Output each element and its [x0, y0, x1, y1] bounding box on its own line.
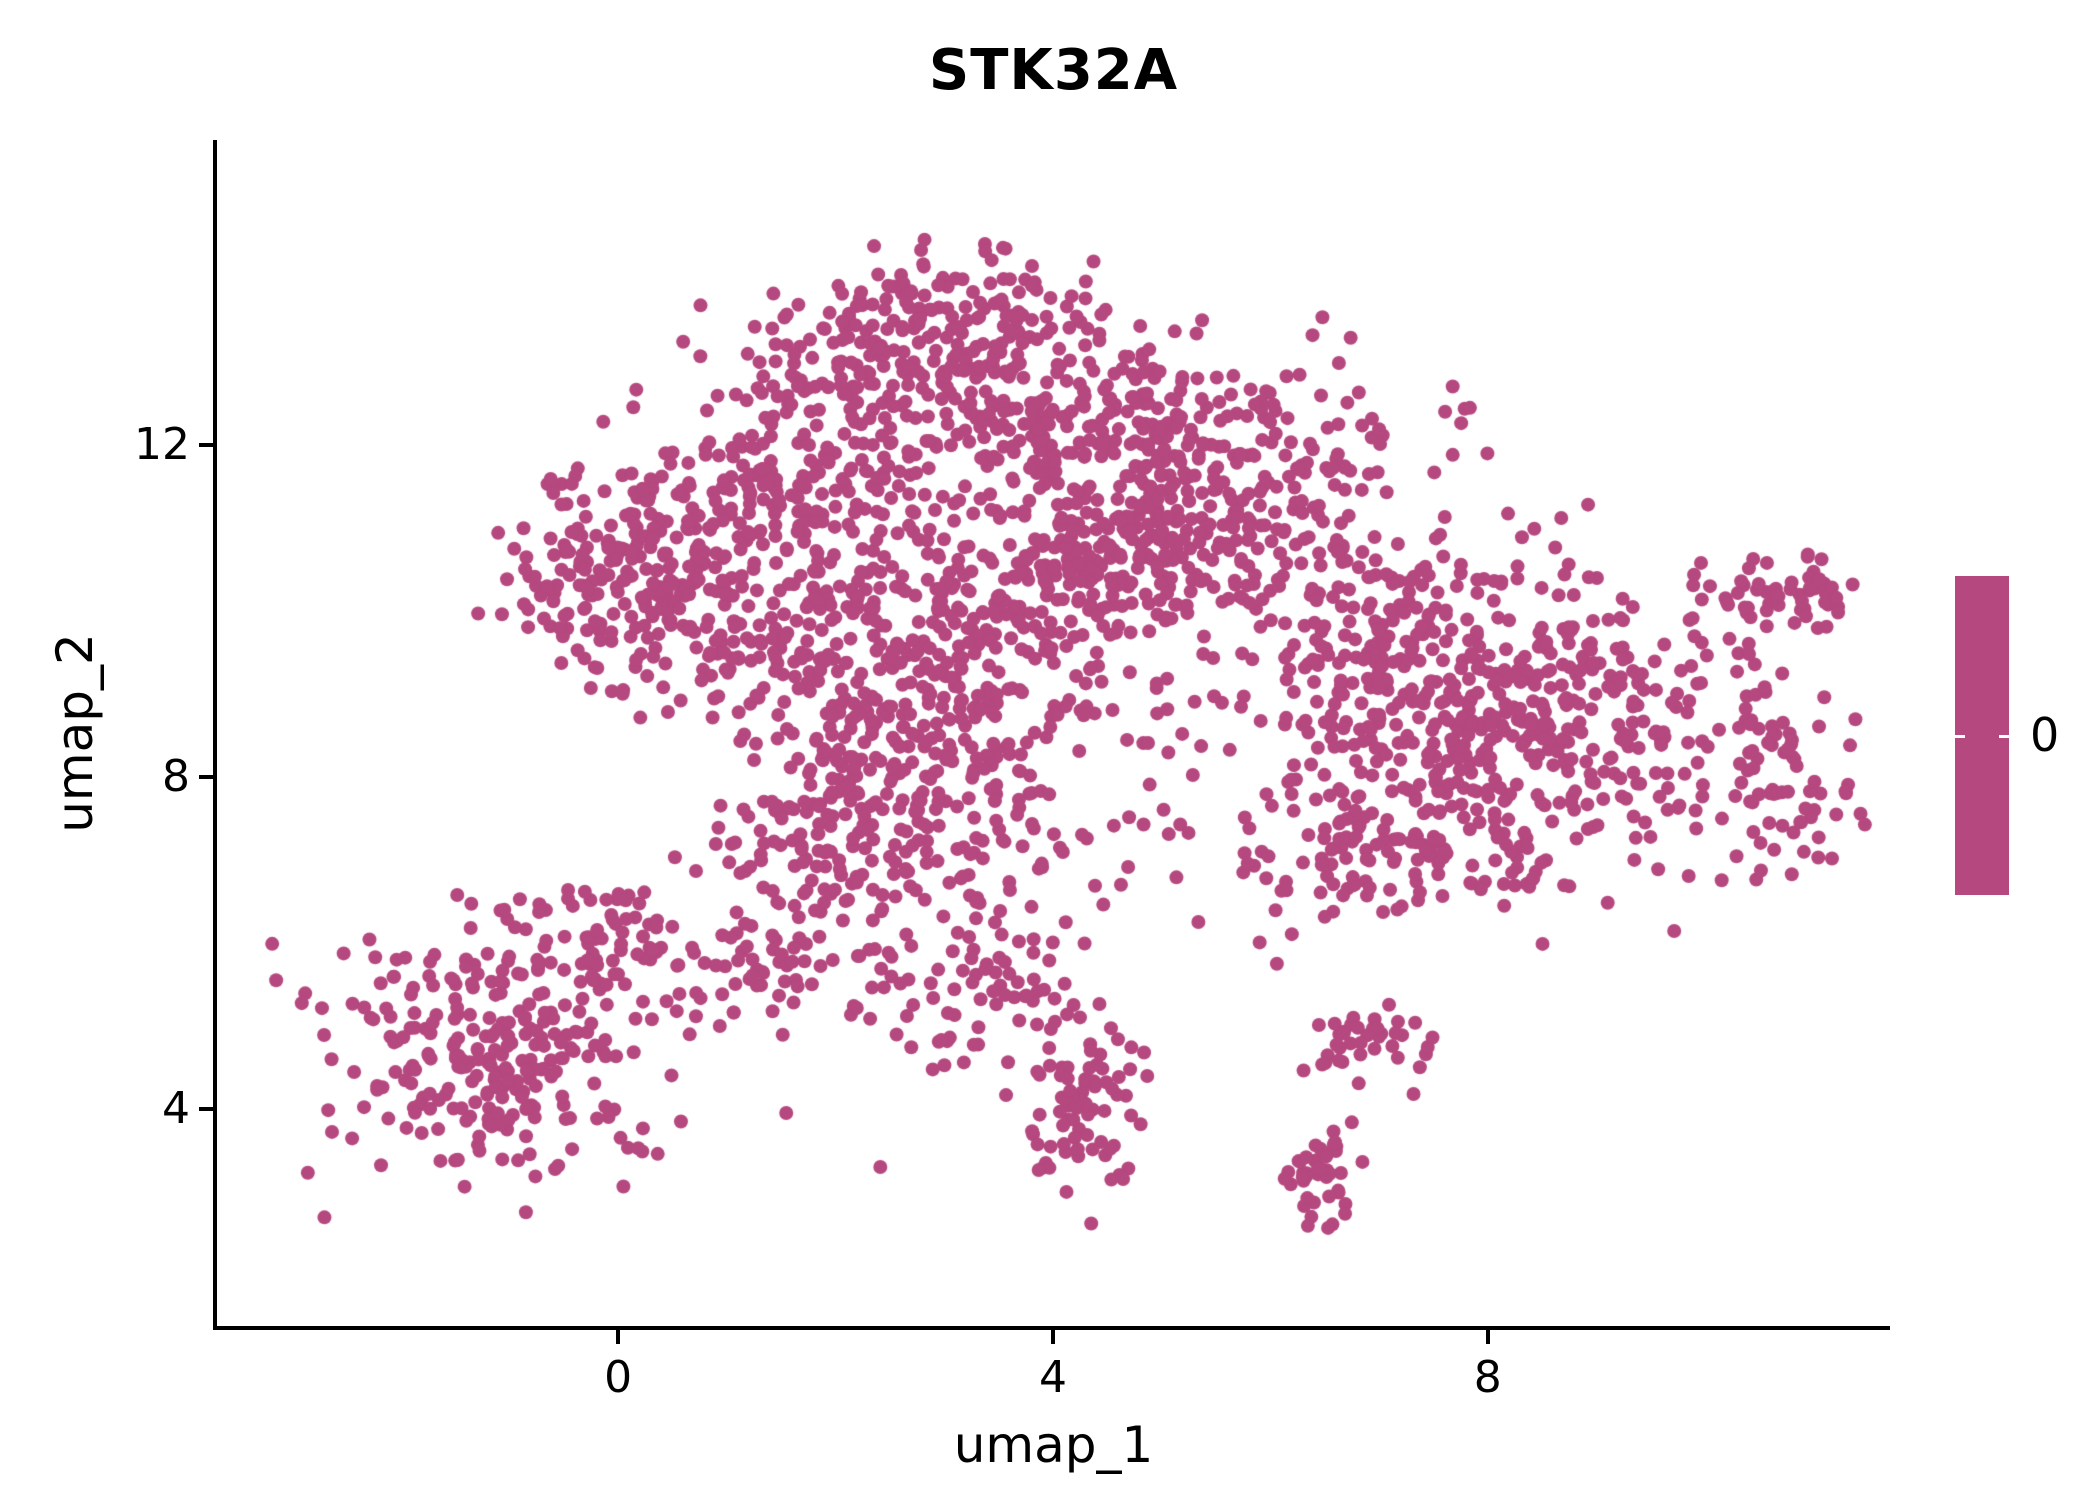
colorbar-label: 0: [2030, 708, 2060, 762]
colorbar: [1955, 576, 2009, 895]
x-tick-mark: [1485, 1330, 1490, 1344]
y-tick-mark: [199, 1106, 213, 1111]
y-axis-title: umap_2: [46, 633, 104, 833]
y-tick-label: 12: [134, 419, 190, 471]
y-tick-label: 4: [162, 1082, 190, 1134]
x-tick-label: 4: [1038, 1352, 1067, 1403]
x-tick-mark: [616, 1330, 621, 1344]
plot-title: STK32A: [928, 38, 1179, 103]
x-axis-title: umap_1: [953, 1416, 1154, 1474]
y-tick-mark: [199, 774, 213, 779]
plot-panel: [217, 140, 1890, 1326]
x-tick-label: 8: [1473, 1352, 1502, 1403]
x-tick-label: 0: [604, 1352, 633, 1403]
colorbar-tick: [1955, 734, 1965, 738]
y-tick-mark: [199, 443, 213, 448]
x-tick-mark: [1050, 1330, 1055, 1344]
y-axis-line: [213, 140, 217, 1330]
umap-scatter-canvas: [217, 140, 1890, 1326]
colorbar-tick: [1999, 734, 2009, 738]
y-tick-label: 8: [162, 750, 190, 802]
x-axis-line: [213, 1326, 1890, 1330]
